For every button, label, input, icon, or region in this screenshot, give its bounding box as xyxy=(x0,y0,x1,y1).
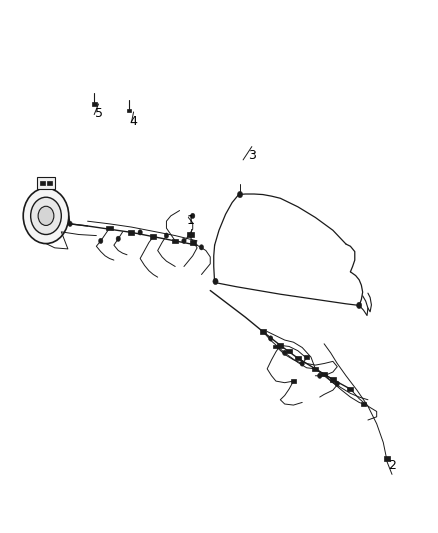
Circle shape xyxy=(335,381,339,386)
Circle shape xyxy=(31,197,61,235)
Circle shape xyxy=(357,302,362,309)
Circle shape xyxy=(237,191,243,198)
Text: 2: 2 xyxy=(388,459,396,472)
Bar xyxy=(347,387,353,391)
Circle shape xyxy=(300,361,304,366)
Bar xyxy=(127,109,131,112)
Circle shape xyxy=(213,278,218,285)
Bar xyxy=(273,344,279,349)
Bar xyxy=(260,329,266,334)
Circle shape xyxy=(23,188,69,244)
Circle shape xyxy=(68,221,72,227)
Bar xyxy=(291,379,296,383)
Circle shape xyxy=(182,238,186,244)
Bar xyxy=(190,240,196,245)
Text: 1: 1 xyxy=(187,214,194,227)
Bar xyxy=(312,367,318,371)
Bar xyxy=(187,232,194,237)
Circle shape xyxy=(318,373,322,378)
Bar xyxy=(361,402,366,406)
Circle shape xyxy=(191,213,195,219)
Text: 4: 4 xyxy=(130,115,138,127)
Circle shape xyxy=(138,230,142,235)
Circle shape xyxy=(268,336,273,341)
Circle shape xyxy=(283,350,287,356)
Bar xyxy=(286,349,292,353)
Text: 5: 5 xyxy=(95,107,102,119)
Bar xyxy=(47,181,52,185)
Text: 3: 3 xyxy=(248,149,256,162)
Bar xyxy=(92,102,97,106)
Circle shape xyxy=(116,236,120,241)
Circle shape xyxy=(99,238,103,244)
Bar xyxy=(304,355,309,359)
Bar xyxy=(37,177,55,189)
Bar xyxy=(128,230,134,235)
Bar xyxy=(150,235,156,239)
Bar xyxy=(277,343,283,348)
Bar xyxy=(40,181,45,185)
Circle shape xyxy=(38,206,54,225)
Bar xyxy=(330,377,336,382)
Circle shape xyxy=(164,233,169,238)
Bar xyxy=(172,239,178,243)
Bar xyxy=(321,372,327,376)
Circle shape xyxy=(199,245,204,250)
Bar xyxy=(295,356,301,360)
Bar xyxy=(384,456,390,461)
Bar xyxy=(106,226,113,230)
